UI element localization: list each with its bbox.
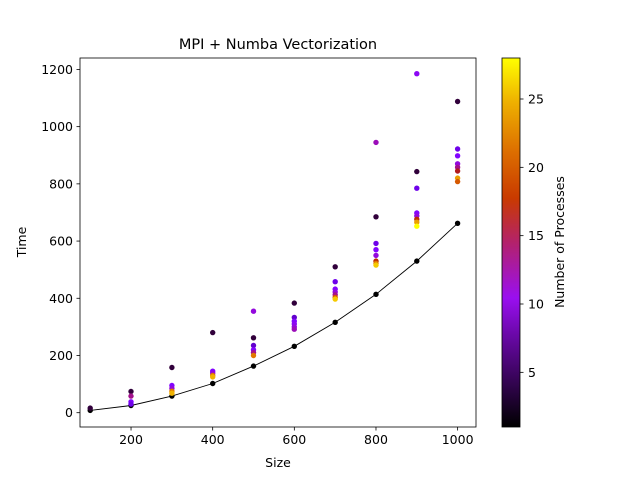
data-point: [250, 352, 257, 359]
y-axis-label: Time: [14, 226, 29, 258]
data-point: [128, 401, 134, 407]
data-point: [454, 98, 461, 105]
data-point: [373, 240, 379, 247]
data-point: [210, 380, 216, 387]
plot-area: 200 400 600 800 1000 0 200 400 600 800 1000 1200: [41, 57, 477, 447]
trend-line: [90, 222, 458, 411]
data-points: [87, 71, 461, 414]
colorbar-ticks: 5 10 15 20 25: [520, 92, 544, 380]
data-point: [332, 296, 338, 302]
x-tick-label: 800: [364, 432, 388, 447]
data-point: [454, 168, 461, 174]
x-axis-label: Size: [265, 455, 291, 470]
data-point: [373, 262, 379, 268]
x-tick-label: 600: [282, 432, 306, 447]
data-point: [332, 319, 338, 325]
y-tick-label: 1000: [41, 119, 73, 134]
data-point: [128, 388, 134, 395]
data-point: [373, 252, 379, 259]
data-point: [250, 363, 257, 369]
colorbar-label: Number of Processes: [552, 176, 567, 308]
colorbar-tick-label: 5: [528, 365, 536, 380]
x-tick-label: 1000: [442, 432, 474, 447]
colorbar-tick-label: 15: [528, 228, 544, 243]
colorbar-tick-label: 10: [528, 297, 544, 312]
data-point: [454, 220, 461, 226]
x-axis-ticks: 200 400 600 800 1000: [119, 427, 474, 447]
data-point: [210, 374, 216, 380]
data-point: [332, 279, 338, 285]
x-tick-label: 200: [119, 432, 143, 447]
y-tick-label: 400: [49, 291, 73, 306]
y-tick-label: 600: [49, 234, 73, 249]
data-point: [291, 343, 297, 349]
y-tick-label: 0: [65, 405, 73, 420]
chart-title: MPI + Numba Vectorization: [179, 37, 377, 53]
y-axis-ticks: 0 200 400 600 800 1000 1200: [41, 62, 80, 420]
data-point: [128, 393, 134, 399]
data-point: [210, 329, 216, 336]
y-tick-label: 200: [49, 348, 73, 363]
colorbar-gradient: [501, 57, 521, 428]
data-point: [454, 164, 461, 170]
data-point: [250, 308, 257, 314]
data-point: [250, 342, 257, 349]
data-point: [373, 291, 379, 297]
data-point: [414, 71, 420, 77]
colorbar: 5 10 15 20 25 Number of Processes: [501, 57, 567, 428]
data-point: [414, 219, 420, 225]
plot-frame: [79, 57, 477, 428]
data-point: [250, 335, 257, 341]
data-point: [414, 223, 420, 229]
data-point: [169, 390, 175, 396]
data-point: [373, 139, 379, 146]
data-point: [454, 178, 461, 185]
data-point: [373, 247, 379, 253]
data-point: [414, 258, 420, 264]
data-point: [414, 185, 420, 191]
data-point: [169, 364, 175, 371]
data-point: [291, 326, 297, 332]
colorbar-tick-label: 25: [528, 92, 544, 107]
x-tick-label: 400: [201, 432, 225, 447]
data-point: [454, 153, 461, 159]
data-point: [373, 214, 379, 220]
data-point: [414, 168, 420, 175]
data-point: [291, 314, 297, 321]
data-point: [87, 405, 93, 411]
data-point: [291, 300, 297, 306]
colorbar-tick-label: 20: [528, 160, 544, 175]
y-tick-label: 1200: [41, 62, 73, 77]
y-tick-label: 800: [49, 176, 73, 191]
data-point: [454, 146, 461, 152]
data-point: [332, 264, 338, 270]
